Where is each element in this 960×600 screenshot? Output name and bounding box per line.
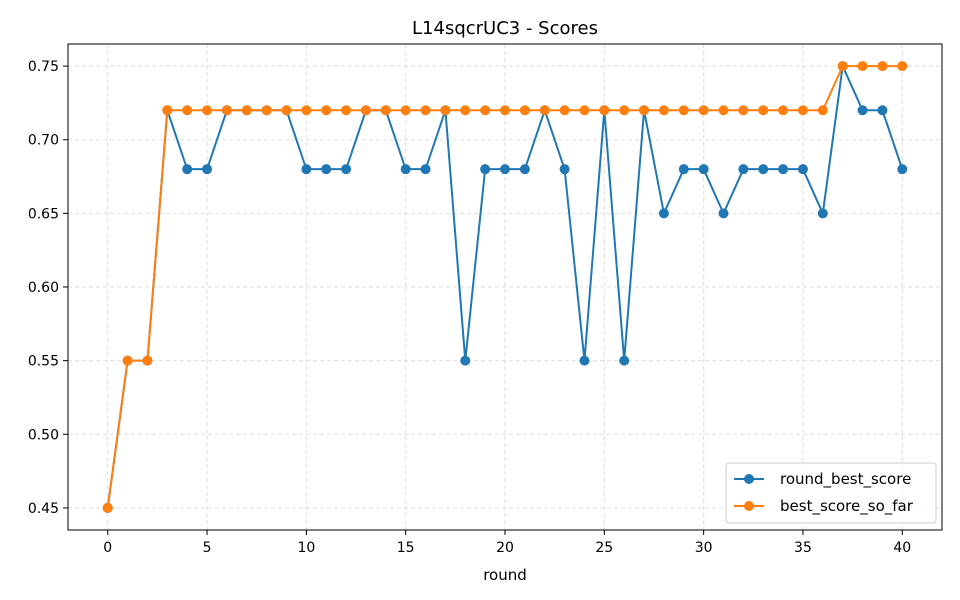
- data-point: [718, 208, 729, 219]
- data-point: [797, 105, 808, 116]
- legend-label: round_best_score: [780, 470, 911, 489]
- data-point: [261, 105, 272, 116]
- data-point: [221, 105, 232, 116]
- data-point: [579, 355, 590, 366]
- y-tick-label: 0.45: [28, 501, 59, 517]
- data-point: [698, 164, 709, 175]
- x-tick-label: 5: [203, 540, 212, 556]
- data-point: [480, 164, 491, 175]
- data-point: [559, 164, 570, 175]
- data-point: [658, 208, 669, 219]
- x-tick-label: 40: [893, 540, 911, 556]
- data-point: [738, 105, 749, 116]
- y-tick-label: 0.60: [28, 280, 59, 296]
- data-point: [102, 502, 113, 513]
- series-layer: [102, 61, 908, 513]
- data-point: [420, 105, 431, 116]
- data-point: [460, 355, 471, 366]
- data-point: [142, 355, 153, 366]
- legend-label: best_score_so_far: [780, 497, 914, 516]
- data-point: [519, 105, 530, 116]
- grid: [68, 44, 942, 530]
- data-point: [718, 105, 729, 116]
- data-point: [301, 105, 312, 116]
- data-point: [857, 105, 868, 116]
- data-point: [857, 61, 868, 72]
- data-point: [202, 164, 213, 175]
- legend: round_best_score best_score_so_far: [725, 462, 937, 524]
- data-point: [559, 105, 570, 116]
- data-point: [321, 105, 332, 116]
- data-point: [797, 164, 808, 175]
- legend-item: round_best_score: [734, 470, 911, 489]
- data-point: [599, 105, 610, 116]
- data-point: [341, 105, 352, 116]
- data-point: [440, 105, 451, 116]
- data-point: [678, 164, 689, 175]
- data-point: [182, 164, 193, 175]
- data-point: [480, 105, 491, 116]
- data-point: [619, 355, 630, 366]
- x-tick-label: 15: [397, 540, 415, 556]
- data-point: [539, 105, 550, 116]
- data-point: [758, 105, 769, 116]
- data-point: [182, 105, 193, 116]
- chart-title: L14sqcrUC3 - Scores: [412, 18, 598, 39]
- data-point: [500, 164, 510, 175]
- x-tick-label: 30: [695, 540, 713, 556]
- data-point: [897, 61, 908, 72]
- data-point: [281, 105, 292, 116]
- y-tick-label: 0.65: [28, 206, 59, 222]
- x-tick-label: 25: [595, 540, 613, 556]
- data-point: [619, 105, 630, 116]
- data-point: [400, 105, 411, 116]
- x-axis-label: round: [483, 566, 527, 584]
- data-point: [202, 105, 213, 116]
- y-tick-label: 0.55: [28, 354, 59, 370]
- data-point: [817, 208, 828, 219]
- legend-item: best_score_so_far: [734, 497, 914, 516]
- y-tick-label: 0.70: [28, 133, 59, 149]
- data-point: [579, 105, 590, 116]
- data-point: [321, 164, 332, 175]
- legend-swatch-marker: [744, 474, 754, 484]
- data-point: [301, 164, 312, 175]
- data-point: [897, 164, 908, 175]
- data-point: [817, 105, 828, 116]
- data-point: [658, 105, 669, 116]
- data-point: [400, 164, 411, 175]
- x-tick-label: 10: [297, 540, 315, 556]
- data-point: [460, 105, 471, 116]
- x-tick-label: 35: [794, 540, 812, 556]
- data-point: [778, 105, 789, 116]
- data-point: [639, 105, 650, 116]
- x-axis: 0 5 10 15 20 25 30 35 40: [103, 530, 911, 556]
- data-point: [420, 164, 431, 175]
- legend-swatch-marker: [744, 501, 754, 511]
- data-point: [877, 105, 888, 116]
- y-tick-label: 0.50: [28, 427, 59, 443]
- data-point: [678, 105, 689, 116]
- y-tick-label: 0.75: [28, 59, 59, 75]
- data-point: [162, 105, 173, 116]
- data-point: [360, 105, 371, 116]
- data-point: [738, 164, 749, 175]
- data-point: [877, 61, 888, 72]
- data-point: [122, 355, 133, 366]
- data-point: [837, 61, 848, 72]
- data-point: [380, 105, 391, 116]
- legend-box: [725, 462, 937, 524]
- x-tick-label: 20: [496, 540, 514, 556]
- data-point: [778, 164, 789, 175]
- data-point: [698, 105, 709, 116]
- series-best-score-so-far: [102, 61, 908, 513]
- data-point: [500, 105, 510, 116]
- data-point: [519, 164, 530, 175]
- data-point: [341, 164, 352, 175]
- data-point: [241, 105, 252, 116]
- y-axis: 0.45 0.50 0.55 0.60 0.65 0.70 0.75: [28, 59, 68, 517]
- data-point: [758, 164, 769, 175]
- x-tick-label: 0: [103, 540, 112, 556]
